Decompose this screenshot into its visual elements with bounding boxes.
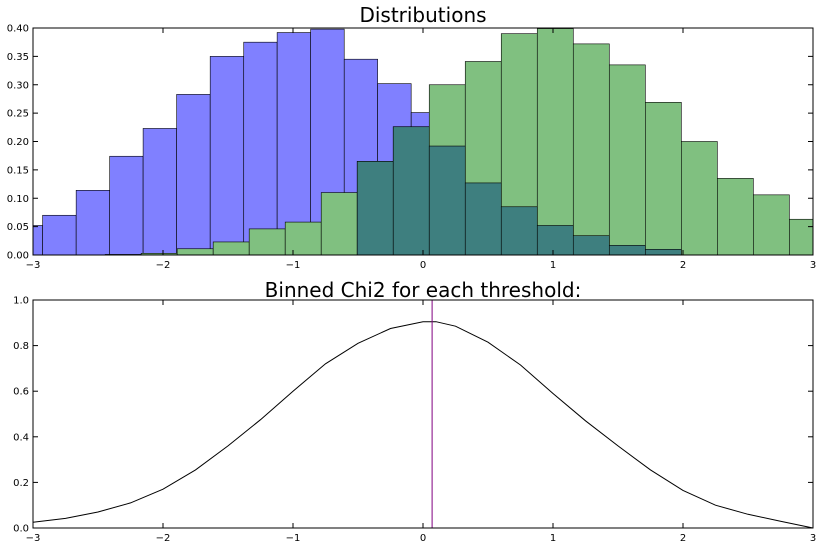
chart-title-distributions: Distributions bbox=[359, 3, 486, 27]
x-tick-label: 3 bbox=[810, 260, 816, 271]
x-tick-label: 1 bbox=[550, 533, 556, 544]
x-tick-label: 0 bbox=[420, 260, 426, 271]
x-tick-label: 2 bbox=[680, 533, 686, 544]
histogram-bar-series-1 bbox=[42, 214, 77, 256]
y-tick-label: 0.40 bbox=[7, 24, 29, 35]
chi2-plot bbox=[32, 300, 814, 529]
y-tick-label: 1.0 bbox=[13, 296, 29, 307]
y-tick-label: 0.0 bbox=[13, 524, 29, 535]
histogram-bar-series-2 bbox=[536, 28, 574, 256]
histogram-bar-series-2 bbox=[717, 178, 754, 256]
histogram-bar-series-1 bbox=[109, 155, 144, 256]
x-tick-label: 1 bbox=[550, 260, 556, 271]
histogram-bar-overlap bbox=[500, 206, 538, 256]
histogram-bar-overlap bbox=[608, 245, 646, 256]
histogram-bar-overlap bbox=[356, 161, 394, 256]
histogram-bar-series-2 bbox=[572, 43, 610, 256]
histogram-bars bbox=[32, 28, 814, 256]
histogram-bar-series-1 bbox=[243, 41, 278, 256]
histogram-bar-series-1 bbox=[32, 225, 43, 256]
histogram-bar-series-2 bbox=[753, 194, 790, 256]
histogram-bar-series-2 bbox=[644, 102, 682, 256]
y-tick-label: 0.4 bbox=[13, 432, 29, 443]
histogram-bar-overlap bbox=[644, 249, 682, 256]
histogram-bar-series-2 bbox=[320, 192, 358, 256]
x-tick-label: 0 bbox=[420, 533, 426, 544]
y-tick-label: 0.35 bbox=[7, 52, 29, 63]
histogram-bar-overlap bbox=[392, 126, 430, 256]
y-tick-label: 0.20 bbox=[7, 137, 29, 148]
histogram-bar-series-2 bbox=[176, 248, 214, 256]
y-tick-label: 0.25 bbox=[7, 109, 29, 120]
y-tick-label: 0.05 bbox=[7, 222, 29, 233]
x-tick-label: −1 bbox=[286, 533, 301, 544]
histogram-bar-series-1 bbox=[276, 32, 311, 256]
y-tick-label: 0.2 bbox=[13, 478, 29, 489]
x-tick-label: −3 bbox=[26, 260, 41, 271]
x-tick-label: 3 bbox=[810, 533, 816, 544]
y-tick-label: 0.6 bbox=[13, 387, 29, 398]
x-tick-label: −2 bbox=[156, 260, 171, 271]
histogram-bar-series-1 bbox=[209, 56, 245, 256]
y-tick-label: 0.00 bbox=[7, 251, 29, 262]
distributions-chart: Distributions −3 −2 −1 0 1 2 3 0.00 0.05 0.10 0.15… bbox=[7, 3, 816, 271]
histogram-bar-overlap bbox=[572, 235, 610, 256]
axes-bottom: −3 −2 −1 0 1 2 3 0.0 0.2 0.4 0.6 0.8 1.0 bbox=[13, 296, 816, 545]
histogram-bar-series-2 bbox=[248, 228, 286, 256]
histogram-bar-series-1 bbox=[176, 94, 211, 256]
chart-title-chi2: Binned Chi2 for each threshold: bbox=[265, 278, 582, 302]
chi2-chart: Binned Chi2 for each threshold: −3 −2 −1 0 1… bbox=[13, 278, 816, 544]
y-tick-label: 0.10 bbox=[7, 194, 29, 205]
x-tick-label: 2 bbox=[680, 260, 686, 271]
y-tick-label: 0.15 bbox=[7, 165, 29, 176]
histogram-bar-series-2 bbox=[212, 241, 250, 256]
histogram-bar-series-1 bbox=[75, 190, 111, 256]
y-tick-label: 0.8 bbox=[13, 341, 29, 352]
histogram-bar-series-2 bbox=[681, 141, 718, 256]
histogram-bar-overlap bbox=[428, 145, 466, 256]
chi2-line bbox=[32, 321, 814, 529]
x-tick-label: −3 bbox=[26, 533, 41, 544]
histogram-bar-overlap bbox=[464, 182, 502, 256]
histogram-bar-series-1 bbox=[142, 128, 177, 256]
histogram-bar-overlap bbox=[536, 225, 574, 256]
x-tick-label: −1 bbox=[286, 260, 301, 271]
histogram-bar-series-2 bbox=[789, 218, 814, 256]
x-tick-label: −2 bbox=[156, 533, 171, 544]
axes-top: −3 −2 −1 0 1 2 3 0.00 0.05 0.10 0.15 0.20 0.25 0.30 0.… bbox=[7, 24, 816, 272]
histogram-bar-series-2 bbox=[608, 64, 646, 256]
y-tick-label: 0.30 bbox=[7, 80, 29, 91]
histogram-bar-series-2 bbox=[284, 221, 322, 256]
